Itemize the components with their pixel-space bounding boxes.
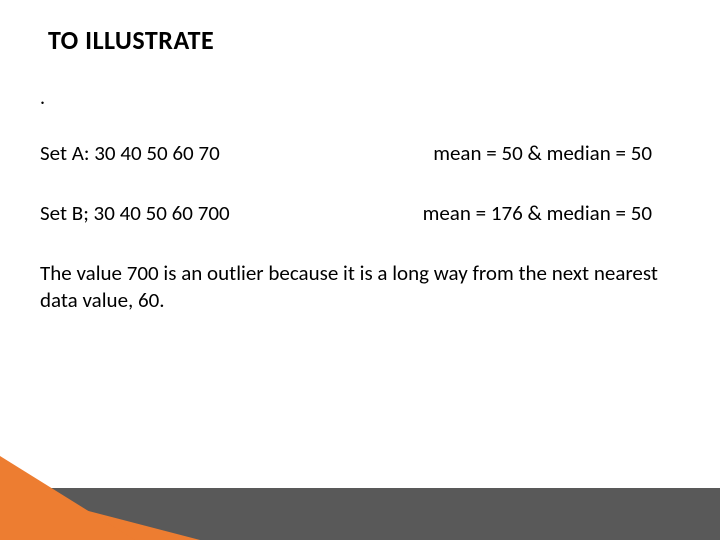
footer-orange-wedge-left [0, 456, 135, 540]
set-b-row: Set B; 30 40 50 60 700 mean = 176 & medi… [40, 200, 680, 226]
set-b-stats: mean = 176 & median = 50 [423, 200, 680, 226]
leading-dot: . [40, 86, 45, 110]
set-b-values: Set B; 30 40 50 60 700 [40, 200, 230, 226]
set-a-row: Set A: 30 40 50 60 70 mean = 50 & median… [40, 140, 680, 166]
outlier-explanation: The value 700 is an outlier because it i… [40, 260, 680, 315]
set-a-values: Set A: 30 40 50 60 70 [40, 140, 220, 166]
set-a-stats: mean = 50 & median = 50 [433, 140, 680, 166]
slide-footer-decoration [0, 456, 720, 540]
slide-title: TO ILLUSTRATE [48, 24, 214, 56]
